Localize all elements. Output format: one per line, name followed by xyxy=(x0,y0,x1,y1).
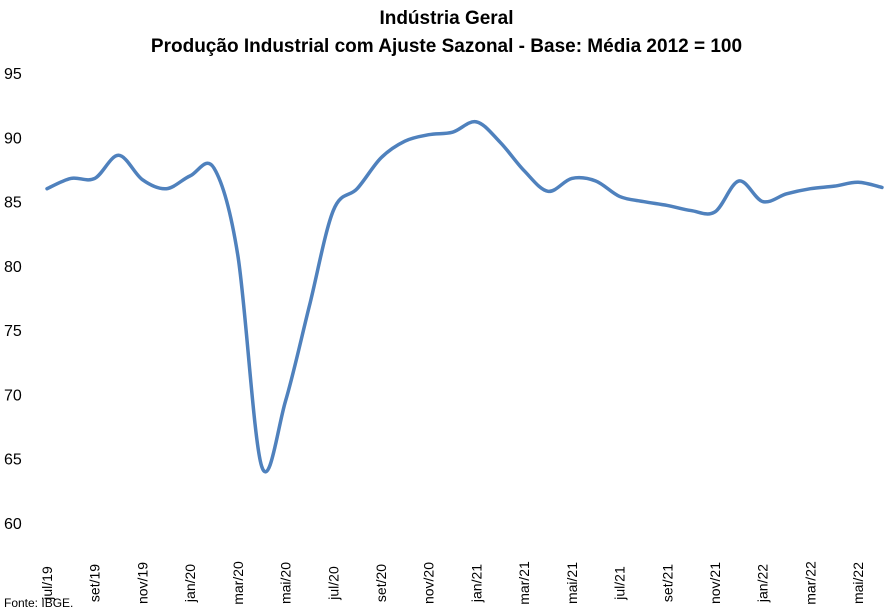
x-tick-label: set/21 xyxy=(659,564,675,602)
x-tick-label: jul/20 xyxy=(325,566,341,601)
x-tick-label: nov/21 xyxy=(707,562,723,604)
x-axis: jul/19 set/19 nov/19 jan/20 mar/20 mai/20 jul/… xyxy=(39,561,866,605)
y-tick-label: 75 xyxy=(4,323,22,340)
x-tick-label: mar/20 xyxy=(230,561,246,605)
series-line xyxy=(45,119,884,474)
chart-subtitle: Produção Industrial com Ajuste Sazonal -… xyxy=(150,36,743,57)
x-tick-label: jan/21 xyxy=(468,564,484,603)
y-tick-label: 60 xyxy=(4,516,22,533)
x-tick-label: jan/22 xyxy=(755,564,771,603)
x-tick-label: jul/19 xyxy=(39,566,55,601)
x-tick-label: mai/21 xyxy=(564,562,580,604)
x-tick-label: jan/20 xyxy=(182,564,198,603)
series-layer xyxy=(45,119,884,474)
x-tick-label: set/20 xyxy=(373,564,389,602)
y-tick-label: 85 xyxy=(4,195,22,212)
x-tick-label: mai/22 xyxy=(850,562,866,604)
x-tick-label: jul/21 xyxy=(612,566,628,601)
y-axis: 60 65 70 75 80 85 90 95 xyxy=(4,66,22,533)
x-tick-label: nov/20 xyxy=(421,562,437,604)
x-tick-label: mar/22 xyxy=(802,561,818,605)
chart-title: Indústria Geral xyxy=(379,8,514,29)
x-tick-label: mai/20 xyxy=(278,562,294,604)
y-tick-label: 70 xyxy=(4,387,22,404)
x-tick-label: set/19 xyxy=(87,564,103,602)
x-tick-label: nov/19 xyxy=(134,562,150,604)
y-tick-label: 90 xyxy=(4,130,22,147)
y-tick-label: 65 xyxy=(4,452,22,469)
y-tick-label: 80 xyxy=(4,259,22,276)
x-tick-label: mar/21 xyxy=(516,561,532,605)
source-note: Fonte: IBGE. xyxy=(4,596,74,610)
y-tick-label: 95 xyxy=(4,66,22,83)
